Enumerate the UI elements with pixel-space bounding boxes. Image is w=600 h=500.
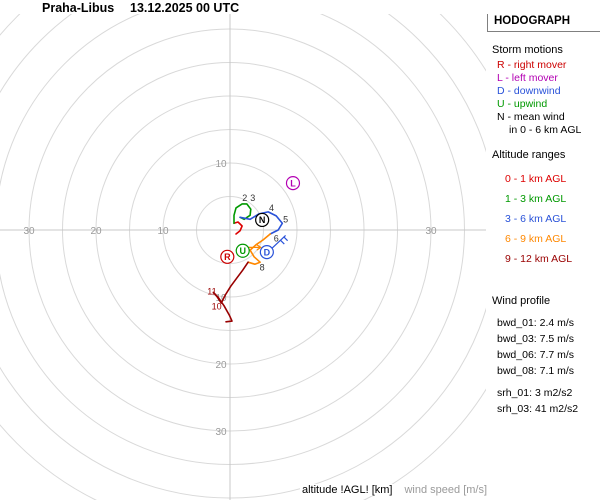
wind-barb-tick [279, 239, 285, 245]
ring-tick-label: 10 [157, 226, 169, 237]
wind-profile-item: bwd_03: 7.5 m/s [497, 333, 575, 345]
storm-motions-list: R - right mover L - left mover D - downwin… [487, 59, 600, 137]
storm-motion-item: D - downwind [497, 85, 561, 97]
station-name: Praha-Libus [42, 1, 115, 15]
wind-barb-tick [283, 236, 289, 242]
storm-marker-letter-R: R [224, 252, 231, 262]
altitude-label: 11 [207, 287, 216, 297]
downwind-arrow-head [256, 244, 262, 251]
speed-ring [0, 14, 465, 465]
altitude-range-item: 1 - 3 km AGL [505, 193, 567, 205]
wind-profile-item: bwd_01: 2.4 m/s [497, 317, 575, 329]
wind-trace-1 [233, 203, 252, 225]
storm-motions-header: Storm motions [492, 44, 563, 56]
wind-profile-item: bwd_06: 7.7 m/s [497, 349, 575, 361]
storm-motion-item: in 0 - 6 km AGL [509, 124, 582, 136]
wind-trace-3 [247, 233, 272, 266]
altitude-range-item: 6 - 9 km AGL [505, 233, 567, 245]
storm-motion-item: N - mean wind [497, 111, 565, 123]
observation-datetime: 13.12.2025 00 UTC [130, 1, 240, 15]
storm-motion-item: R - right mover [497, 59, 567, 71]
storm-marker-letter-N: N [259, 215, 266, 225]
wind-profile-item: srh_01: 3 m2/s2 [497, 387, 573, 399]
storm-relative-helicity-list: srh_01: 3 m2/s2 srh_03: 41 m2/s2 [487, 385, 600, 417]
bulk-wind-difference-list: bwd_01: 2.4 m/s bwd_03: 7.5 m/s bwd_06: 7.… [487, 315, 600, 379]
ring-tick-label: 20 [90, 226, 102, 237]
altitude-label: 3 [250, 193, 255, 203]
wind-trace-2 [239, 211, 284, 235]
altitude-label: 5 [283, 214, 288, 224]
altitude-ranges-header: Altitude ranges [492, 149, 566, 161]
wind-profile-item: srh_03: 41 m2/s2 [497, 403, 579, 415]
storm-marker-letter-L: L [290, 178, 296, 188]
storm-marker-R [220, 249, 235, 264]
ring-tick-label: 30 [425, 226, 437, 237]
storm-marker-L [285, 176, 301, 191]
axis-legend: altitude !AGL! [km] wind speed [m/s] [300, 484, 490, 496]
altitude-range-item: 9 - 12 km AGL [505, 253, 573, 265]
ring-tick-label: 10 [215, 159, 227, 170]
wind-barb [271, 234, 287, 249]
altitude-label: 8 [260, 263, 265, 273]
storm-motion-item: U - upwind [497, 98, 548, 110]
ring-tick-label: 20 [215, 360, 227, 371]
altitude-label: 10 [212, 301, 222, 311]
storm-marker-letter-U: U [239, 246, 246, 256]
ring-tick-label: 30 [23, 226, 35, 237]
windspeed-axis-label: wind speed [m/s] [404, 484, 488, 496]
storm-marker-letter-D: D [264, 247, 271, 257]
altitude-axis-label: altitude !AGL! [km] [302, 484, 393, 496]
storm-marker-U [235, 243, 250, 258]
altitude-label: 4 [269, 203, 274, 213]
storm-motion-item: L - left mover [497, 72, 558, 84]
ring-tick-label: 10 [215, 293, 227, 304]
wind-trace-4 [212, 261, 249, 323]
storm-marker-N [255, 212, 270, 228]
altitude-range-item: 0 - 1 km AGL [505, 173, 567, 185]
wind-profile-header: Wind profile [492, 295, 551, 307]
ring-tick-label: 30 [215, 427, 227, 438]
altitude-ranges-list: 0 - 1 km AGL 1 - 3 km AGL 3 - 6 km AGL 6 - … [487, 169, 600, 269]
storm-marker-D [259, 245, 274, 260]
legend-panel: HODOGRAPH Storm motions R - right mover L… [487, 0, 600, 500]
altitude-range-item: 3 - 6 km AGL [505, 213, 567, 225]
panel-title: HODOGRAPH [487, 14, 600, 32]
wind-profile-item: bwd_08: 7.1 m/s [497, 365, 575, 377]
altitude-label: 2 [242, 193, 247, 203]
altitude-label: 6 [274, 234, 279, 244]
wind-trace-0 [233, 221, 243, 235]
